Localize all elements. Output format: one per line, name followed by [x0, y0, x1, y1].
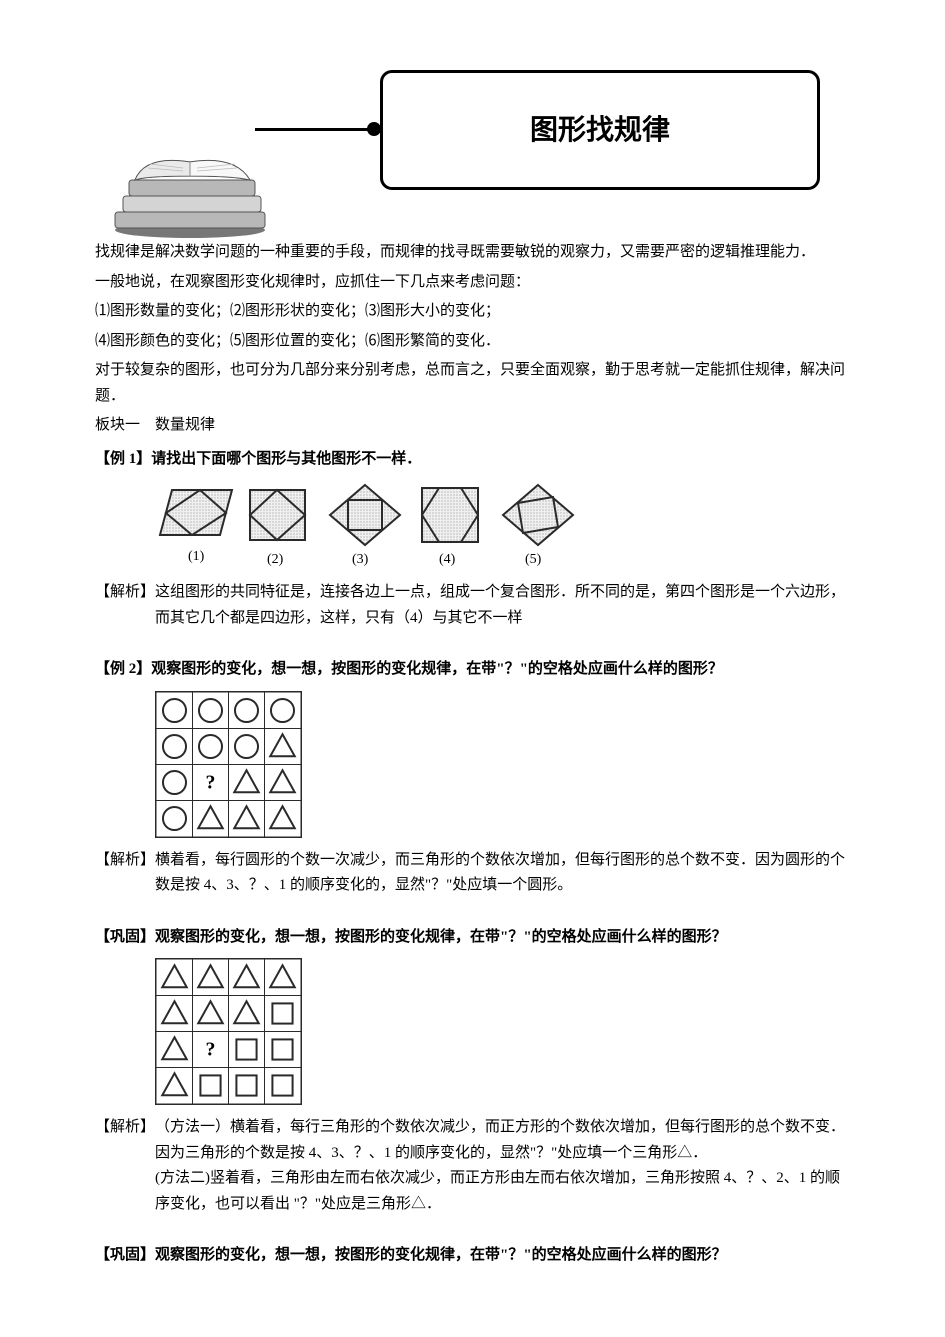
- example-2: 【例 2】 观察图形的变化，想一想，按图形的变化规律，在带"？"的空格处应画什么…: [95, 657, 850, 899]
- analysis-text: （方法一）横着看，每行三角形的个数依次减少，而正方形的个数依次增加，但每行图形的…: [155, 1115, 850, 1217]
- section-heading: 板块一 数量规律: [95, 413, 850, 439]
- practice-1: 【巩固】 观察图形的变化，想一想，按图形的变化规律，在带"？"的空格处应画什么样…: [95, 925, 850, 1218]
- analysis-tag: 【解析】: [95, 1115, 155, 1141]
- intro-line: ⑷图形颜色的变化；⑸图形位置的变化；⑹图形繁简的变化．: [95, 329, 850, 355]
- practice-question: 观察图形的变化，想一想，按图形的变化规律，在带"？"的空格处应画什么样的图形？: [155, 1243, 850, 1269]
- practice-1-grid: ?: [155, 958, 850, 1105]
- analysis-tag: 【解析】: [95, 580, 155, 606]
- practice-question: 观察图形的变化，想一想，按图形的变化规律，在带"？"的空格处应画什么样的图形？: [155, 925, 850, 951]
- intro-line: 找规律是解决数学问题的一种重要的手段，而规律的找寻既需要敏锐的观察力，又需要严密…: [95, 240, 850, 266]
- example-2-grid: ?: [155, 691, 850, 838]
- svg-text:(1): (1): [188, 549, 205, 564]
- analysis-line: (方法二)竖着看，三角形由左而右依次减少，而正方形由左而右依次增加，三角形按照 …: [155, 1170, 840, 1212]
- practice-tag: 【巩固】: [95, 1243, 155, 1269]
- example-tag: 【例 2】: [95, 657, 151, 683]
- svg-text:(3): (3): [352, 552, 369, 567]
- svg-text:(5): (5): [525, 552, 542, 567]
- intro-line: 一般地说，在观察图形变化规律时，应抓住一下几点来考虑问题：: [95, 270, 850, 296]
- analysis-line: （方法一）横着看，每行三角形的个数依次减少，而正方形的个数依次增加，但每行图形的…: [155, 1119, 845, 1161]
- intro-line: ⑴图形数量的变化；⑵图形形状的变化；⑶图形大小的变化；: [95, 299, 850, 325]
- example-1: 【例 1】 请找出下面哪个图形与其他图形不一样． (1) (2): [95, 447, 850, 632]
- analysis-tag: 【解析】: [95, 848, 155, 874]
- svg-text:(2): (2): [267, 552, 284, 567]
- analysis-text: 横着看，每行圆形的个数一次减少，而三角形的个数依次增加，但每行图形的总个数不变．…: [155, 848, 850, 899]
- header: 图形找规律: [95, 60, 850, 220]
- practice-2: 【巩固】 观察图形的变化，想一想，按图形的变化规律，在带"？"的空格处应画什么样…: [95, 1243, 850, 1269]
- example-question: 请找出下面哪个图形与其他图形不一样．: [151, 447, 850, 473]
- svg-text:?: ?: [206, 771, 216, 793]
- analysis-text: 这组图形的共同特征是，连接各边上一点，组成一个复合图形．所不同的是，第四个图形是…: [155, 580, 850, 631]
- svg-text:(4): (4): [439, 552, 456, 567]
- example-1-figure: (1) (2) (3) (4): [155, 480, 850, 570]
- connector-dot: [367, 122, 381, 136]
- title-frame: 图形找规律: [380, 70, 820, 190]
- books-illustration: [95, 120, 295, 240]
- page-title: 图形找规律: [530, 106, 670, 154]
- example-tag: 【例 1】: [95, 447, 151, 473]
- svg-text:?: ?: [206, 1039, 216, 1061]
- example-question: 观察图形的变化，想一想，按图形的变化规律，在带"？"的空格处应画什么样的图形？: [151, 657, 850, 683]
- intro-line: 对于较复杂的图形，也可分为几部分来分别考虑，总而言之，只要全面观察，勤于思考就一…: [95, 358, 850, 409]
- practice-tag: 【巩固】: [95, 925, 155, 951]
- connector-line: [255, 128, 375, 131]
